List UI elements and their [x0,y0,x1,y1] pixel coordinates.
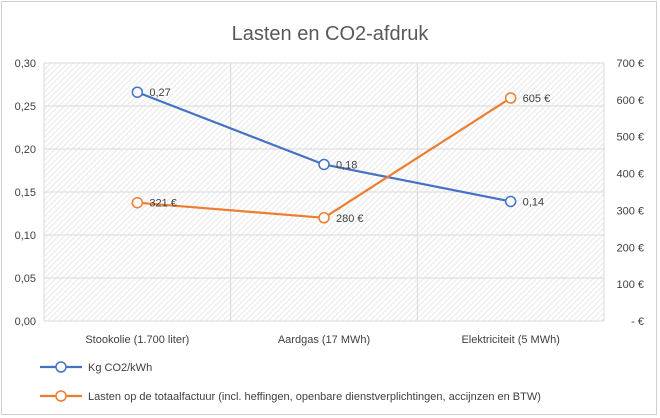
y-left-tick-label: 0,10 [15,230,36,242]
y-left-tick-label: 0,05 [15,273,36,285]
data-point [131,196,144,209]
data-point [504,195,517,208]
y-right-tick-label: 600 € [616,95,644,107]
legend: Kg CO2/kWh Lasten op de totaalfactuur (i… [40,361,541,403]
x-category-label: Stookolie (1.700 liter) [85,334,189,346]
y-left-tick-label: 0,25 [15,101,36,113]
data-point [318,158,330,171]
y-axis-left: 0,00 0,05 0,10 0,15 0,20 0,25 0,30 [15,58,36,328]
y-right-tick-label: 700 € [616,58,644,70]
data-label: 605 € [523,93,551,105]
data-label: 0,18 [336,159,357,171]
chart-title: Lasten en CO2-afdruk [232,23,430,45]
legend-label-co2: Kg CO2/kWh [88,362,152,374]
x-category-label: Aardgas (17 MWh) [278,334,370,346]
series: 0,27 0,18 0,14 321 € 280 € 605 € [131,86,551,225]
y-axis-right: - € 100 € 200 € 300 € 400 € 500 € 600 € 700 € [616,58,644,328]
data-label: 0,27 [149,87,170,99]
data-label: 280 € [336,213,364,225]
data-label: 321 € [149,198,177,210]
y-right-tick-label: 200 € [616,242,644,254]
y-left-tick-label: 0,30 [15,58,36,70]
y-right-tick-label: - € [631,316,644,328]
y-left-tick-label: 0,20 [15,144,36,156]
data-point [131,86,144,98]
gridlines [43,62,605,322]
x-axis: Stookolie (1.700 liter) Aardgas (17 MWh) E… [85,334,560,346]
legend-marker-point-co2 [55,361,67,373]
y-right-tick-label: 500 € [616,132,644,144]
y-right-tick-label: 400 € [616,169,644,181]
y-left-tick-label: 0,00 [15,316,36,328]
data-point [504,92,517,104]
legend-marker-point-cost [55,390,67,402]
legend-label-cost: Lasten op de totaalfactuur (incl. heffin… [88,391,541,403]
y-right-tick-label: 300 € [616,205,644,217]
data-label: 0,14 [523,196,544,208]
data-point [318,212,330,224]
x-category-label: Elektriciteit (5 MWh) [461,334,559,346]
y-left-tick-label: 0,15 [15,187,36,199]
y-right-tick-label: 100 € [616,279,644,291]
